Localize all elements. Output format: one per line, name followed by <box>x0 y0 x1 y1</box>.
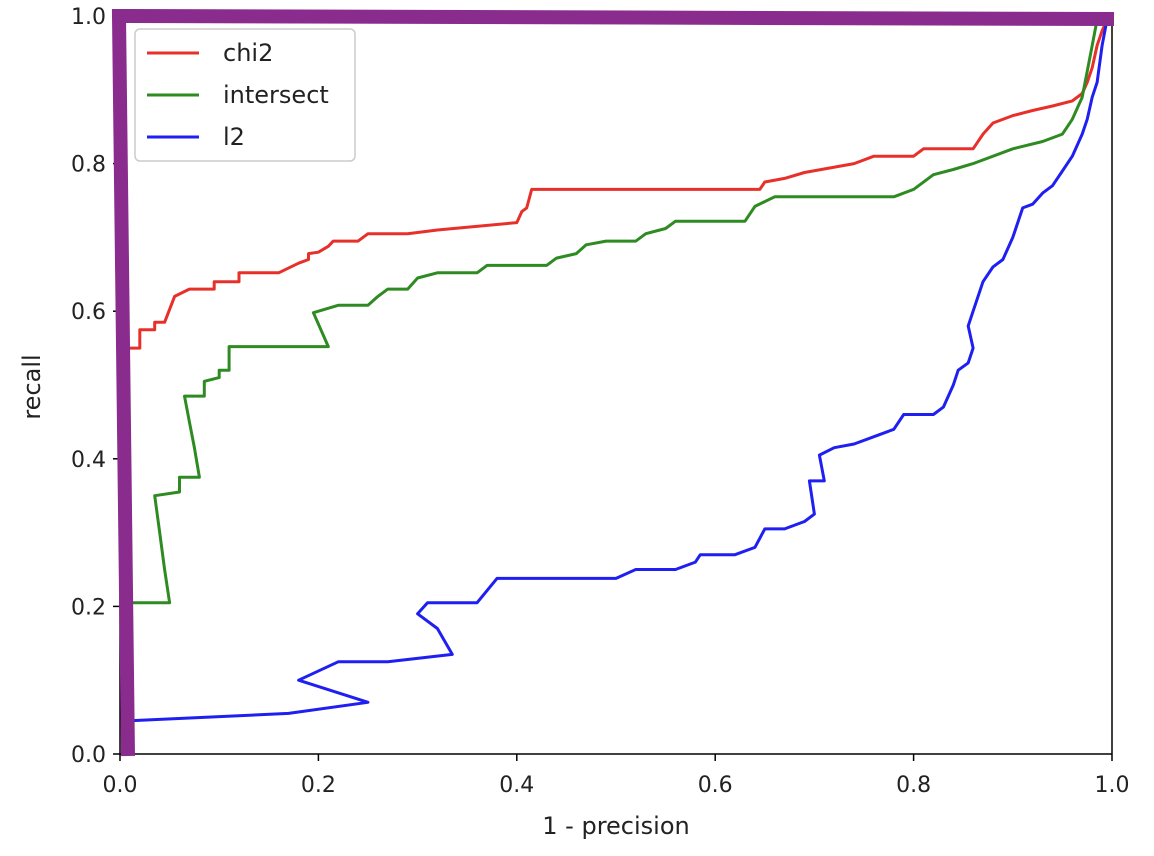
x-tick-label: 1.0 <box>1095 773 1130 798</box>
highlight-stroke <box>111 8 1115 757</box>
series-line-chi2 <box>129 19 1109 350</box>
legend-label-chi2: chi2 <box>223 39 273 67</box>
y-tick-label: 0.2 <box>71 595 106 620</box>
x-axis-ticks: 0.0 0.2 0.4 0.6 0.8 1.0 <box>103 754 1130 798</box>
legend-label-l2: l2 <box>223 123 245 151</box>
x-tick-label: 0.2 <box>301 773 336 798</box>
highlight-overlay <box>111 8 1115 757</box>
y-axis-title: recall <box>18 354 46 419</box>
y-tick-label: 0.0 <box>71 743 106 768</box>
y-tick-label: 0.6 <box>71 300 106 325</box>
series-line-intersect <box>129 19 1099 605</box>
x-tick-label: 0.8 <box>896 773 931 798</box>
x-tick-label: 0.0 <box>103 773 138 798</box>
y-tick-label: 1.0 <box>71 5 106 30</box>
y-tick-label: 0.4 <box>71 448 106 473</box>
series-line-l2 <box>129 19 1109 723</box>
y-axis-ticks: 0.0 0.2 0.4 0.6 0.8 1.0 <box>71 5 120 768</box>
x-axis-title: 1 - precision <box>542 812 689 840</box>
legend-label-intersect: intersect <box>223 81 329 109</box>
x-tick-label: 0.4 <box>499 773 534 798</box>
legend-box <box>134 28 356 162</box>
plot-lines <box>129 19 1109 723</box>
y-tick-label: 0.8 <box>71 153 106 178</box>
x-tick-label: 0.6 <box>698 773 733 798</box>
legend: chi2 intersect l2 <box>134 28 356 162</box>
